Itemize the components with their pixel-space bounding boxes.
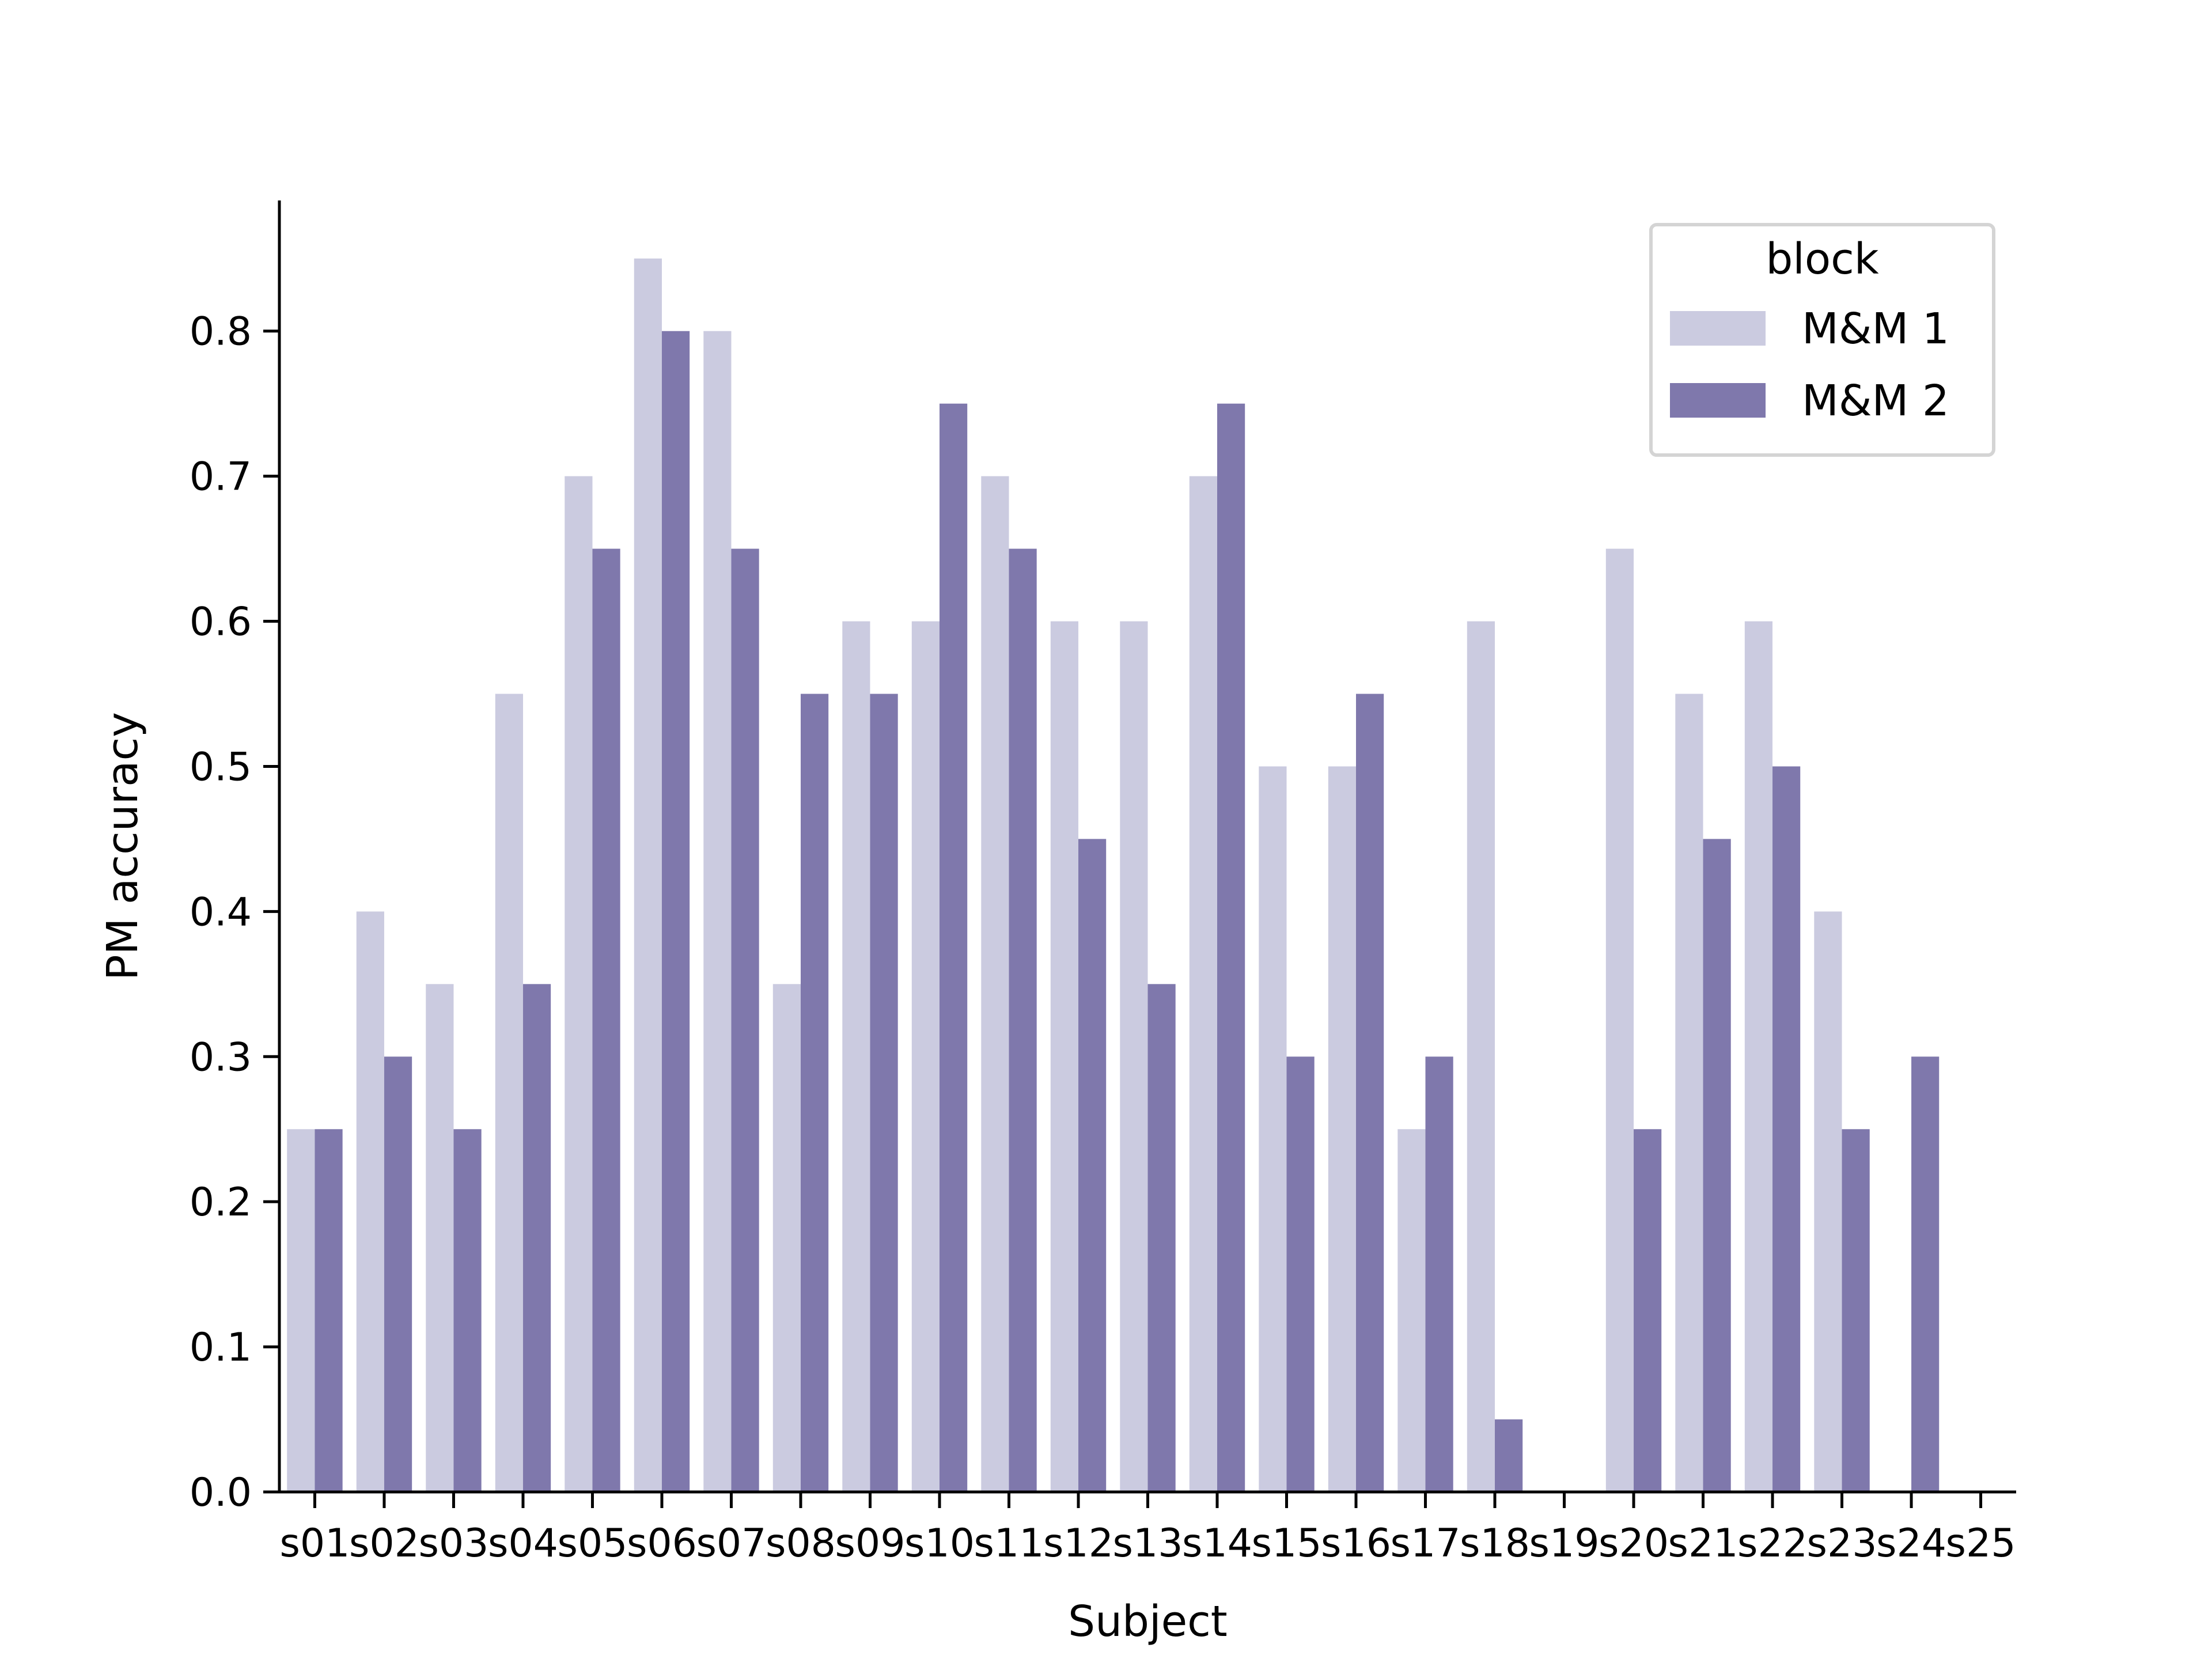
legend-swatch [1670,383,1766,418]
bar-s10-series-1 [911,621,940,1492]
x-tick-label: s21 [1668,1521,1738,1566]
x-tick-label: s08 [766,1521,836,1566]
bar-s14-series-2 [1217,403,1245,1493]
legend-title: block [1766,234,1878,284]
y-tick-label: 0.5 [190,744,252,790]
bar-s05-series-2 [592,548,620,1492]
bar-s14-series-1 [1189,476,1217,1492]
bar-s13-series-1 [1120,621,1148,1492]
bar-s06-series-1 [634,258,662,1492]
y-tick-label: 0.2 [190,1180,252,1225]
x-tick-label: s01 [279,1521,350,1566]
legend-swatch [1670,311,1766,346]
x-tick-label: s24 [1876,1521,1946,1566]
y-tick-label: 0.3 [190,1035,252,1080]
bar-s05-series-1 [565,476,593,1492]
x-tick-label: s09 [835,1521,906,1566]
bar-s12-series-1 [1050,621,1078,1492]
bar-s22-series-2 [1772,766,1801,1492]
x-tick-label: s20 [1599,1521,1669,1566]
bar-s12-series-2 [1078,839,1107,1492]
x-tick-label: s23 [1807,1521,1877,1566]
bar-s15-series-2 [1286,1056,1315,1492]
bar-s16-series-1 [1328,766,1357,1492]
x-axis-label: Subject [1068,1597,1228,1646]
x-tick-label: s07 [696,1521,766,1566]
bar-s18-series-1 [1467,621,1495,1492]
bar-s18-series-2 [1495,1419,1523,1492]
bar-s03-series-1 [426,984,454,1492]
bar-s09-series-1 [842,621,870,1492]
x-tick-label: s18 [1460,1521,1530,1566]
bar-s07-series-1 [703,331,732,1492]
x-tick-label: s14 [1182,1521,1252,1566]
legend: block M&M 1 M&M 2 [1649,223,1995,457]
bar-s23-series-1 [1814,911,1842,1492]
x-tick-label: s22 [1737,1521,1808,1566]
x-tick-label: s13 [1113,1521,1183,1566]
x-tick-label: s04 [488,1521,558,1566]
bar-s20-series-1 [1605,548,1634,1492]
bar-s11-series-2 [1009,548,1037,1492]
x-tick-label: s06 [627,1521,697,1566]
bar-s06-series-2 [661,331,690,1492]
x-tick-label: s05 [557,1521,627,1566]
y-tick-label: 0.0 [190,1470,252,1516]
bar-s04-series-1 [495,694,523,1492]
y-tick-label: 0.8 [190,309,252,355]
bar-s17-series-1 [1397,1129,1426,1492]
bar-s10-series-2 [939,403,968,1493]
y-tick-label: 0.6 [190,600,252,645]
x-tick-label: s11 [974,1521,1044,1566]
bar-s22-series-1 [1744,621,1773,1492]
x-tick-label: s15 [1252,1521,1322,1566]
x-tick-label: s10 [904,1521,975,1566]
y-tick-label: 0.4 [190,889,252,935]
x-tick-label: s12 [1043,1521,1113,1566]
bar-s17-series-2 [1425,1056,1453,1492]
bar-s03-series-2 [453,1129,482,1492]
bars-group [287,258,1940,1493]
bar-s20-series-2 [1634,1129,1662,1492]
bar-s01-series-2 [315,1129,343,1492]
legend-items: M&M 1 M&M 2 [1670,304,1949,426]
bar-s09-series-2 [870,694,898,1492]
bar-s04-series-2 [522,984,551,1492]
bar-s23-series-2 [1842,1129,1870,1492]
bar-s02-series-1 [356,911,384,1492]
x-tick-label: s02 [349,1521,419,1566]
x-axis: s01s02s03s04s05s06s07s08s09s10s11s12s13s… [279,1490,2016,1566]
bar-s02-series-2 [384,1056,412,1492]
y-tick-label: 0.1 [190,1325,252,1370]
bar-s16-series-2 [1356,694,1384,1492]
legend-label: M&M 2 [1802,376,1949,426]
legend-label: M&M 1 [1802,304,1949,354]
x-tick-label: s17 [1391,1521,1461,1566]
bar-s24-series-2 [1911,1056,1940,1492]
bar-s15-series-1 [1259,766,1287,1492]
x-tick-label: s19 [1529,1521,1600,1566]
bar-s13-series-2 [1147,984,1176,1492]
x-tick-label: s03 [418,1521,488,1566]
bar-s08-series-1 [772,984,801,1492]
y-axis: 0.0 0.1 0.2 0.3 0.4 0.5 0.6 0.7 0.8 [190,200,281,1516]
bar-s21-series-1 [1675,694,1703,1492]
bar-s21-series-2 [1703,839,1731,1492]
bar-s01-series-1 [287,1129,315,1492]
bar-s11-series-1 [981,476,1009,1492]
x-tick-label: s16 [1321,1521,1391,1566]
bar-s08-series-2 [800,694,829,1492]
bar-s07-series-2 [731,548,759,1492]
y-axis-label: PM accuracy [98,712,147,980]
x-tick-label: s25 [1946,1521,2016,1566]
y-tick-label: 0.7 [190,454,252,500]
